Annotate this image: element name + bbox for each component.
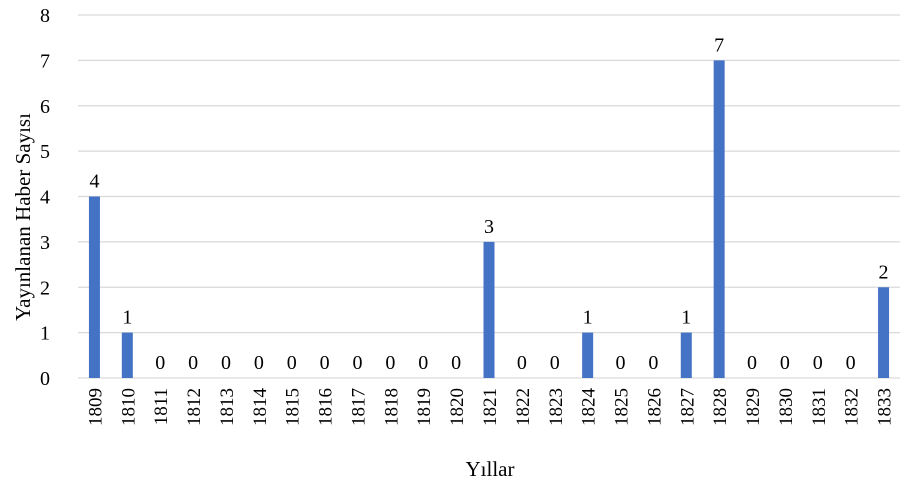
x-tick-label: 1833 xyxy=(875,388,896,426)
x-axis-ticks: 1809 1810 1811 1812 1813 1814 1815 1816 1817 1818… xyxy=(85,388,895,427)
x-tick-label: 1814 xyxy=(250,388,271,427)
x-tick-label: 1817 xyxy=(348,388,369,426)
data-label: 7 xyxy=(714,34,724,56)
x-tick-label: 1831 xyxy=(809,388,830,426)
gridlines xyxy=(78,14,900,379)
y-tick-label: 2 xyxy=(40,277,50,299)
data-label: 0 xyxy=(780,352,790,374)
x-tick-label: 1823 xyxy=(546,388,567,426)
x-tick-label: 1819 xyxy=(414,388,435,426)
data-label: 3 xyxy=(484,216,494,238)
data-label: 0 xyxy=(846,352,856,374)
x-tick-label: 1813 xyxy=(217,388,238,426)
x-tick-label: 1812 xyxy=(184,388,205,426)
bar xyxy=(680,332,692,378)
bar xyxy=(713,60,725,378)
data-label: 0 xyxy=(221,352,231,374)
x-tick-label: 1827 xyxy=(677,388,698,426)
y-axis-title: Yayınlanan Haber Sayısı xyxy=(11,113,35,321)
y-tick-label: 8 xyxy=(40,5,50,27)
y-tick-label: 0 xyxy=(40,368,50,390)
data-label: 0 xyxy=(155,352,165,374)
bar xyxy=(88,196,100,378)
data-label: 1 xyxy=(681,307,691,329)
x-tick-label: 1829 xyxy=(743,388,764,426)
x-tick-label: 1818 xyxy=(381,388,402,426)
x-tick-label: 1811 xyxy=(151,388,172,425)
data-label: 0 xyxy=(385,352,395,374)
data-label: 0 xyxy=(418,352,428,374)
y-tick-label: 3 xyxy=(40,232,50,254)
x-tick-label: 1815 xyxy=(283,388,304,426)
x-tick-label: 1828 xyxy=(710,388,731,426)
data-label: 0 xyxy=(451,352,461,374)
data-label: 0 xyxy=(254,352,264,374)
bar xyxy=(483,241,495,378)
data-label: 0 xyxy=(287,352,297,374)
x-tick-label: 1824 xyxy=(579,388,600,427)
data-label: 1 xyxy=(583,307,593,329)
data-label: 0 xyxy=(616,352,626,374)
data-label: 0 xyxy=(747,352,757,374)
y-tick-label: 7 xyxy=(40,50,50,72)
y-tick-label: 5 xyxy=(40,141,50,163)
bar xyxy=(582,332,594,378)
x-tick-label: 1821 xyxy=(480,388,501,426)
y-tick-label: 4 xyxy=(40,187,50,209)
x-tick-label: 1830 xyxy=(776,388,797,426)
bar xyxy=(878,287,890,378)
data-label: 0 xyxy=(550,352,560,374)
data-label: 0 xyxy=(320,352,330,374)
data-label: 0 xyxy=(813,352,823,374)
x-tick-label: 1809 xyxy=(85,388,106,426)
data-label: 4 xyxy=(89,171,99,193)
x-tick-label: 1826 xyxy=(644,388,665,426)
data-label: 2 xyxy=(879,261,889,283)
y-tick-label: 6 xyxy=(40,96,50,118)
data-label: 0 xyxy=(188,352,198,374)
data-label: 0 xyxy=(517,352,527,374)
data-label: 0 xyxy=(352,352,362,374)
data-label: 1 xyxy=(122,307,132,329)
data-label: 0 xyxy=(648,352,658,374)
x-axis-title: Yıllar xyxy=(466,457,515,481)
x-tick-label: 1820 xyxy=(447,388,468,426)
x-tick-label: 1816 xyxy=(316,388,337,426)
y-tick-label: 1 xyxy=(40,323,50,345)
bars xyxy=(88,60,890,378)
x-tick-label: 1832 xyxy=(842,388,863,426)
x-tick-label: 1822 xyxy=(513,388,534,426)
x-tick-label: 1825 xyxy=(612,388,633,426)
y-axis-ticks: 0 1 2 3 4 5 6 7 8 xyxy=(40,5,50,390)
x-tick-label: 1810 xyxy=(118,388,139,426)
bar xyxy=(121,332,133,378)
